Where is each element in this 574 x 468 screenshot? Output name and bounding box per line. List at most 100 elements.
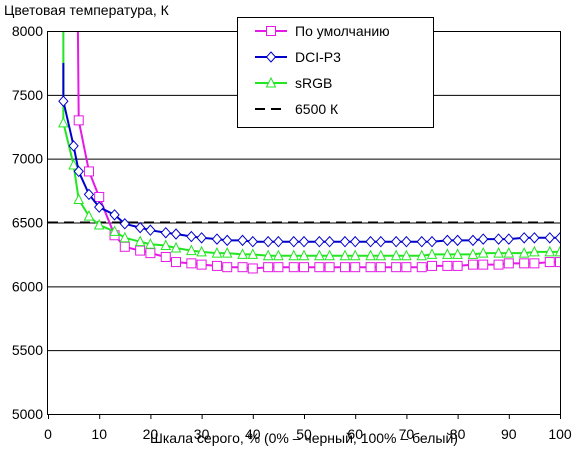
series-2-point-6 — [119, 231, 131, 243]
legend-marker-0 — [266, 26, 276, 36]
series-2-point-15 — [237, 248, 248, 259]
series-1-point-31 — [442, 234, 453, 247]
series-2-point-26 — [375, 249, 387, 261]
x-axis: 0 10 20 30 40 50 60 70 80 90 100 — [44, 414, 572, 442]
series-2-point-7 — [134, 235, 146, 247]
series-2-point-29 — [416, 249, 428, 261]
y-tick-label-7000: 7000 — [12, 151, 43, 167]
series-2-point-10 — [170, 241, 182, 253]
series-2-point-25 — [365, 249, 376, 261]
series-1-point-2 — [73, 165, 84, 178]
y-axis: 5000 5500 6000 6500 7000 7500 8000 — [12, 23, 43, 422]
series-1-point-23 — [339, 235, 351, 248]
series-2-point-4 — [93, 218, 105, 230]
series-2-point-22 — [324, 249, 335, 261]
series-1-point-0 — [58, 95, 69, 107]
series-0-point-32 — [478, 259, 489, 270]
series-2-point-40 — [554, 245, 560, 257]
series-2-point-18 — [273, 249, 284, 261]
x-tick-label-100: 100 — [548, 426, 572, 442]
x-axis-label: Шкала серого, % (0% – черный, 100% – бел… — [150, 430, 458, 446]
series-2-point-13 — [211, 247, 223, 258]
series-2-point-3 — [83, 209, 95, 221]
legend: По умолчанию DCI-P3 sRGB 6500 К — [237, 17, 434, 128]
series-0-point-10 — [196, 259, 207, 270]
x-tick-label-40: 40 — [245, 426, 261, 442]
series-2-line — [62, 122, 560, 257]
series-1-point-8 — [145, 224, 156, 236]
series-1-point-10 — [170, 228, 182, 240]
series-2-point-24 — [349, 249, 361, 261]
series-1 — [58, 62, 560, 248]
series-1-point-16 — [247, 235, 258, 248]
series-2-point-20 — [298, 249, 310, 261]
series-1-point-34 — [478, 233, 489, 245]
series-1-point-39 — [544, 232, 555, 244]
series-2-point-38 — [529, 245, 540, 257]
series-0-point-29 — [442, 260, 453, 271]
legend-marker-2 — [265, 76, 277, 88]
series-0 — [73, 31, 560, 274]
series-2-point-12 — [196, 245, 207, 257]
y-tick-label-5500: 5500 — [12, 342, 43, 358]
series-1-point-21 — [314, 235, 325, 248]
series-1-point-4 — [94, 201, 105, 213]
series-0-point-27 — [416, 262, 427, 273]
series-1-point-14 — [222, 234, 233, 247]
series-1-point-11 — [186, 230, 197, 243]
series-0-point-25 — [391, 262, 402, 273]
y-tick-label-5000: 5000 — [12, 406, 43, 422]
series-1-point-35 — [493, 233, 504, 245]
series-0-point-37 — [544, 257, 555, 268]
series-0-point-7 — [160, 251, 171, 262]
series-0-point-36 — [529, 258, 540, 269]
series-2-point-36 — [503, 247, 515, 258]
series-0-point-38 — [555, 257, 560, 268]
series-1-point-1 — [68, 140, 79, 152]
series-0-point-35 — [519, 258, 530, 269]
series-0-point-5 — [135, 245, 146, 256]
series-2-point-19 — [288, 249, 300, 261]
series-1-point-3 — [83, 188, 95, 201]
series-0-point-20 — [324, 262, 335, 273]
series-1-point-29 — [416, 235, 427, 248]
x-tick-label-20: 20 — [143, 426, 159, 442]
series-2-point-35 — [493, 247, 504, 258]
series-0-point-6 — [145, 248, 156, 259]
series-0-point-14 — [247, 263, 258, 274]
x-tick-label-10: 10 — [91, 426, 107, 442]
series-0-point-34 — [503, 258, 514, 269]
legend-label-3: 6500 К — [295, 101, 339, 117]
series-layer — [48, 31, 560, 274]
series-0-point-18 — [299, 262, 309, 273]
x-tick-label-50: 50 — [296, 426, 312, 442]
series-0-point-9 — [186, 258, 197, 269]
y-tick-label-7500: 7500 — [12, 87, 43, 103]
series-2-point-23 — [339, 249, 351, 261]
series-1-point-12 — [196, 232, 207, 244]
series-0-tail — [76, 31, 80, 121]
series-2-point-28 — [401, 249, 412, 261]
legend-marker-1 — [265, 51, 277, 63]
series-0-point-17 — [288, 262, 299, 273]
series-2-point-2 — [73, 193, 85, 205]
legend-label-1: DCI-P3 — [295, 49, 341, 65]
series-2-point-31 — [442, 248, 453, 259]
series-0-point-0 — [73, 115, 84, 126]
series-1-point-19 — [288, 235, 299, 248]
series-1-point-33 — [467, 234, 479, 247]
series-0-point-4 — [119, 241, 130, 252]
series-2-point-0 — [58, 116, 69, 128]
series-1-point-27 — [390, 235, 402, 248]
series-2-point-30 — [426, 248, 438, 259]
series-2-point-1 — [68, 158, 79, 170]
series-2-point-27 — [390, 249, 402, 261]
series-1-point-20 — [298, 235, 310, 248]
series-0-point-30 — [452, 260, 463, 271]
series-0-point-19 — [314, 262, 325, 273]
series-1-point-17 — [262, 235, 274, 248]
series-2-point-17 — [262, 249, 274, 261]
y-tick-label-8000: 8000 — [12, 23, 43, 39]
legend-label-2: sRGB — [295, 75, 332, 91]
